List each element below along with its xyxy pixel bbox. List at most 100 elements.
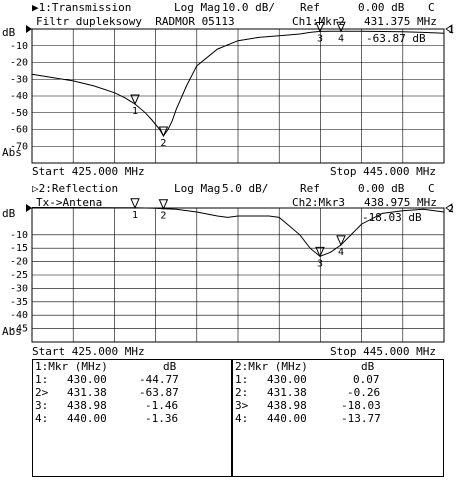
ch2-channel: ▷2:Reflection <box>32 182 119 195</box>
row-freq: 440.00 <box>267 412 307 425</box>
marker-triangle <box>130 94 140 106</box>
marker-triangle <box>158 199 169 210</box>
y-tick-label: -20 <box>10 58 28 69</box>
y-tick-label: -50 <box>10 108 28 119</box>
ch2-unit-label: dB <box>2 207 16 220</box>
row-id: 3> <box>235 399 249 412</box>
marker-label: 2 <box>160 211 166 222</box>
y-tick-label: -20 <box>10 257 28 268</box>
reference-marker-icon <box>445 24 453 34</box>
ch1-marker-readout-value: -63.87 dB <box>366 32 426 45</box>
marker-label: 3 <box>317 258 323 269</box>
table-row: 1: 430.00 0.07 <box>235 373 380 434</box>
row-freq: 430.00 <box>267 373 307 386</box>
row-id: 4: <box>35 412 49 425</box>
ch2-marker-readout-label: Ch2:Mkr3 <box>292 196 345 209</box>
y-tick-label: -40 <box>10 91 28 102</box>
ch1-channel: ▶1:Transmission <box>32 1 132 14</box>
reference-marker-label: 2 <box>448 204 454 215</box>
row-id: 3: <box>35 399 49 412</box>
y-tick-label: -25 <box>10 270 28 281</box>
ch2-ref: Ref <box>300 182 320 195</box>
table-row: 2: 431.38 -0.26 <box>235 386 380 447</box>
table-header-mkr: 2:Mkr (MHz) <box>235 360 308 373</box>
row-value: -44.77 <box>139 373 179 386</box>
table-header: 1:Mkr (MHz) dB <box>35 361 176 409</box>
marker-triangle <box>315 21 325 33</box>
marker-label: 4 <box>338 247 344 258</box>
marker-label: 1 <box>132 210 138 221</box>
row-id: 1: <box>35 373 49 386</box>
row-value: -18.03 <box>341 399 381 412</box>
ch2-scale: 5.0 dB/ <box>222 182 269 195</box>
ch1-ref-value: 0.00 dB <box>358 1 405 14</box>
reference-level-icon <box>26 25 32 33</box>
row-value: -13.77 <box>341 412 381 425</box>
table-header-mkr: 1:Mkr (MHz) <box>35 360 108 373</box>
marker-label: 2 <box>160 138 166 149</box>
reference-marker-label: 1 <box>448 25 454 36</box>
ch1-stop-label: Stop 445.000 MHz <box>330 165 436 178</box>
marker-triangle <box>315 246 325 258</box>
ch1-unit-label: dB <box>2 26 16 39</box>
row-freq: 431.38 <box>267 386 307 399</box>
y-tick-label: -30 <box>10 74 28 85</box>
y-tick-label: -35 <box>10 297 28 308</box>
y-tick-label: -40 <box>10 310 28 321</box>
ch2-bottom-label: Abs <box>2 325 22 338</box>
row-id: 2> <box>35 386 49 399</box>
ch2-title: Tx->Antena <box>36 196 103 209</box>
y-tick-label: -70 <box>10 141 28 152</box>
marker-table-ch2: 2:Mkr (MHz) dB 1: 430.00 0.07 2: 431.38 … <box>232 359 444 477</box>
row-freq: 438.98 <box>267 399 307 412</box>
marker-label: 4 <box>338 33 344 44</box>
trace-line <box>32 207 445 257</box>
ch1-ref: Ref <box>300 1 320 14</box>
table-row: 1: 430.00 -44.77 <box>35 373 179 434</box>
table-row: 2> 431.38 -63.87 <box>35 386 179 447</box>
marker-triangle <box>158 126 169 138</box>
row-value: -1.46 <box>145 399 179 412</box>
ch1-title: Filtr dupleksowy RADMOR 05113 <box>36 15 235 28</box>
row-freq: 431.38 <box>67 386 107 399</box>
y-tick-label: -10 <box>10 41 28 52</box>
marker-triangle <box>336 235 346 247</box>
ch2-start-label: Start 425.000 MHz <box>32 345 145 358</box>
row-value: -0.26 <box>347 386 381 399</box>
table-row: 3> 438.98 -18.03 <box>235 399 381 460</box>
marker-label: 3 <box>317 33 323 44</box>
ch1-start-label: Start 425.000 MHz <box>32 165 145 178</box>
table-header: 2:Mkr (MHz) dB <box>235 361 374 409</box>
ch1-flag: C <box>428 1 435 14</box>
table-header-db: dB <box>361 360 375 373</box>
reference-level-icon <box>26 204 32 212</box>
row-freq: 438.98 <box>67 399 107 412</box>
ch1-scale: 10.0 dB/ <box>222 1 275 14</box>
y-tick-label: -45 <box>10 324 28 335</box>
ch1-format: Log Mag <box>174 1 221 14</box>
table-header-db: dB <box>163 360 177 373</box>
ch1-marker-readout-freq: 431.375 MHz <box>364 15 437 28</box>
ch1-bottom-label: Abs <box>2 146 22 159</box>
ch2-marker-readout-value: -18.03 dB <box>362 211 422 224</box>
ch2-flag: C <box>428 182 435 195</box>
row-value: -63.87 <box>139 386 179 399</box>
row-id: 2: <box>235 386 249 399</box>
row-id: 1: <box>235 373 249 386</box>
row-value: -1.36 <box>145 412 179 425</box>
ch1-marker-readout-label: Ch1:Mkr2 <box>292 15 345 28</box>
marker-label: 1 <box>132 106 138 117</box>
row-value: 0.07 <box>353 373 380 386</box>
ch2-ref-value: 0.00 dB <box>358 182 405 195</box>
marker-table-ch1: 1:Mkr (MHz) dB 1: 430.00 -44.77 2> 431.3… <box>32 359 232 477</box>
row-freq: 430.00 <box>67 373 107 386</box>
ch2-marker-readout-freq: 438.975 MHz <box>364 196 437 209</box>
table-row: 3: 438.98 -1.46 <box>35 399 178 460</box>
row-freq: 440.00 <box>67 412 107 425</box>
marker-triangle <box>336 21 346 33</box>
table-row: 4: 440.00 -1.36 <box>35 412 178 473</box>
reference-marker-icon <box>445 203 453 213</box>
row-id: 4: <box>235 412 249 425</box>
